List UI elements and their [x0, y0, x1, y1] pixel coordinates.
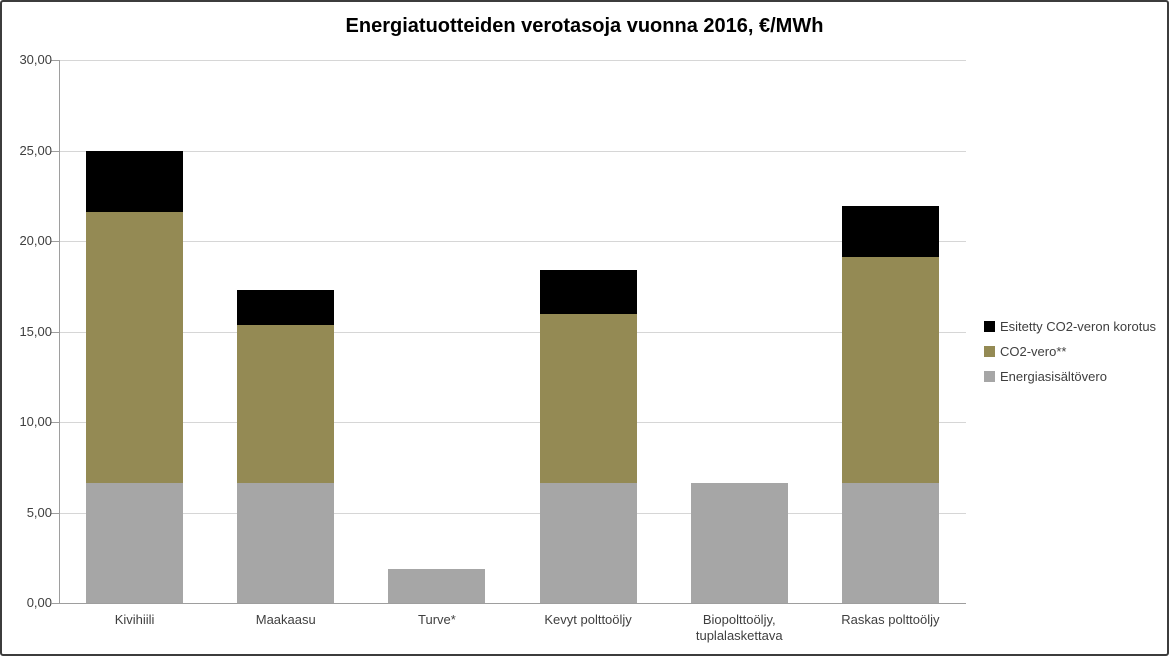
- legend: Esitetty CO2-veron korotus CO2-vero** Ener…: [984, 314, 1156, 389]
- bar-segment-energiasisaltovero: [388, 568, 486, 603]
- y-axis-tick: [51, 241, 59, 242]
- legend-swatch-icon: [984, 371, 995, 382]
- x-axis-line: [51, 603, 966, 604]
- bar-segment-energiasisaltovero: [841, 482, 939, 603]
- gridline: [59, 60, 966, 61]
- legend-label: CO2-vero**: [1000, 344, 1067, 359]
- bar-segment-energiasisaltovero: [690, 482, 788, 603]
- y-tick-label: 15,00: [19, 323, 52, 339]
- bar-segment-co2-vero: [86, 212, 184, 483]
- bar-segment-co2-korotus: [237, 289, 335, 326]
- bar-segment-energiasisaltovero: [86, 482, 184, 603]
- y-axis-tick: [51, 150, 59, 152]
- bar-segment-energiasisaltovero: [539, 482, 637, 603]
- y-tick-label: 30,00: [19, 52, 52, 67]
- bar-segment-co2-korotus: [539, 269, 637, 315]
- bar-segment-co2-vero: [539, 314, 637, 483]
- y-axis-tick: [51, 60, 59, 61]
- y-axis-line: [59, 60, 60, 603]
- y-tick-label: 5,00: [26, 504, 52, 520]
- bar-segment-co2-korotus: [841, 205, 939, 258]
- legend-item: CO2-vero**: [984, 339, 1156, 364]
- gridline: [59, 512, 966, 514]
- y-axis-tick: [51, 512, 59, 514]
- bar-segment-co2-korotus: [86, 150, 184, 213]
- chart-title: Energiatuotteiden verotasoja vuonna 2016…: [345, 15, 824, 37]
- bar-segment-energiasisaltovero: [237, 482, 335, 603]
- bar-segment-co2-vero: [237, 325, 335, 483]
- category-label: Maakaasu: [255, 612, 316, 627]
- y-axis-tick: [51, 331, 59, 333]
- y-tick-label: 10,00: [19, 414, 52, 429]
- legend-label: Energiasisältövero: [1000, 369, 1107, 384]
- category-label: Kevyt polttoöljy: [544, 612, 632, 627]
- category-label: Kivihiili: [114, 612, 155, 627]
- gridline: [59, 241, 966, 242]
- legend-swatch-icon: [984, 321, 995, 332]
- gridline: [59, 331, 966, 333]
- legend-swatch-icon: [984, 346, 995, 357]
- y-axis-tick: [51, 422, 59, 423]
- gridline: [59, 150, 966, 152]
- category-label: Biopolttoöljy, tuplalaskettava: [695, 612, 783, 643]
- y-tick-label: 25,00: [19, 142, 52, 158]
- bar-segment-co2-vero: [841, 257, 939, 483]
- y-tick-label: 0,00: [26, 595, 52, 610]
- category-label: Raskas polttoöljy: [841, 612, 940, 627]
- legend-item: Esitetty CO2-veron korotus: [984, 314, 1156, 339]
- legend-item: Energiasisältövero: [984, 364, 1156, 389]
- gridline: [59, 422, 966, 423]
- y-tick-label: 20,00: [19, 233, 52, 248]
- legend-label: Esitetty CO2-veron korotus: [1000, 319, 1157, 334]
- category-label: Turve*: [418, 612, 456, 627]
